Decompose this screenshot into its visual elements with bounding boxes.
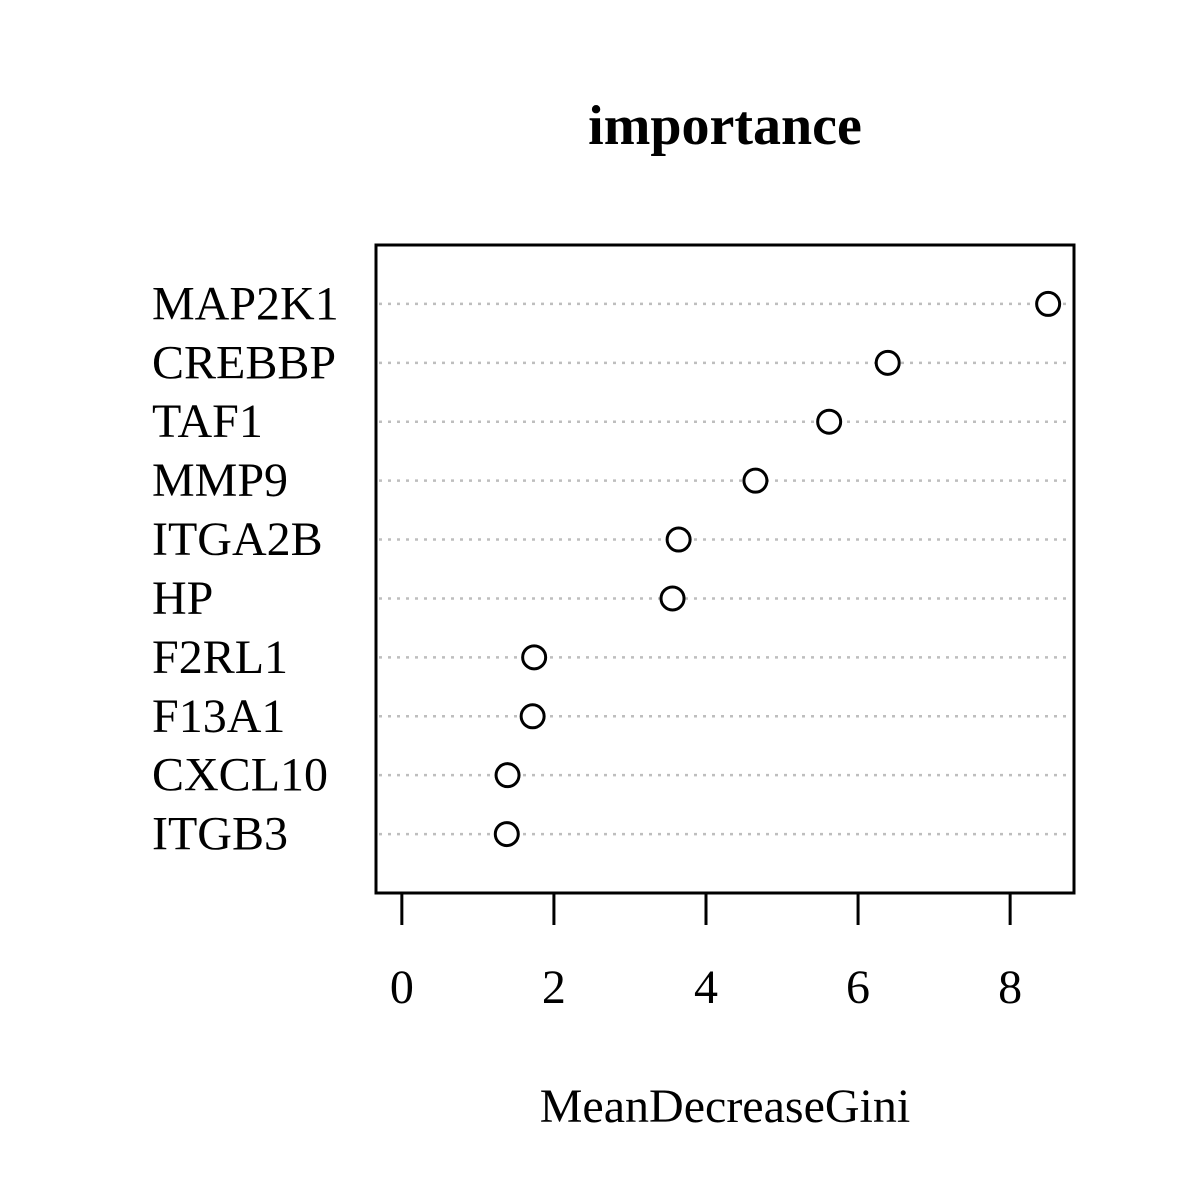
x-axis: 0 2 4 6 8 (390, 893, 1022, 1014)
data-point (519, 703, 546, 730)
x-tick-label: 4 (694, 961, 718, 1014)
data-point (521, 644, 548, 671)
category-label: F2RL1 (152, 631, 288, 684)
category-label: ITGA2B (152, 513, 323, 566)
data-points (493, 290, 1062, 848)
x-tick-label: 2 (542, 961, 566, 1014)
data-point (493, 821, 520, 848)
category-label: TAF1 (152, 395, 263, 448)
data-point (742, 467, 769, 494)
category-label: ITGB3 (152, 808, 288, 861)
category-label: F13A1 (152, 690, 285, 743)
data-point (665, 526, 692, 553)
chart-title: importance (588, 95, 862, 157)
category-label: CXCL10 (152, 749, 328, 802)
x-axis-label: MeanDecreaseGini (540, 1080, 910, 1133)
guide-lines (379, 302, 1071, 836)
category-label: MMP9 (152, 454, 288, 507)
data-point (1035, 290, 1062, 317)
x-tick-label: 6 (846, 961, 870, 1014)
category-label: HP (152, 572, 213, 625)
x-tick-label: 8 (998, 961, 1022, 1014)
data-point (659, 585, 686, 612)
data-point (874, 349, 901, 376)
category-labels: MAP2K1 CREBBP TAF1 MMP9 ITGA2B HP F2RL1 F13A1 CX… (152, 277, 339, 860)
data-point (494, 762, 521, 789)
category-label: MAP2K1 (152, 277, 339, 330)
category-label: CREBBP (152, 336, 336, 389)
plot-frame (374, 243, 1076, 895)
x-tick-label: 0 (390, 961, 414, 1014)
data-point (816, 408, 843, 435)
